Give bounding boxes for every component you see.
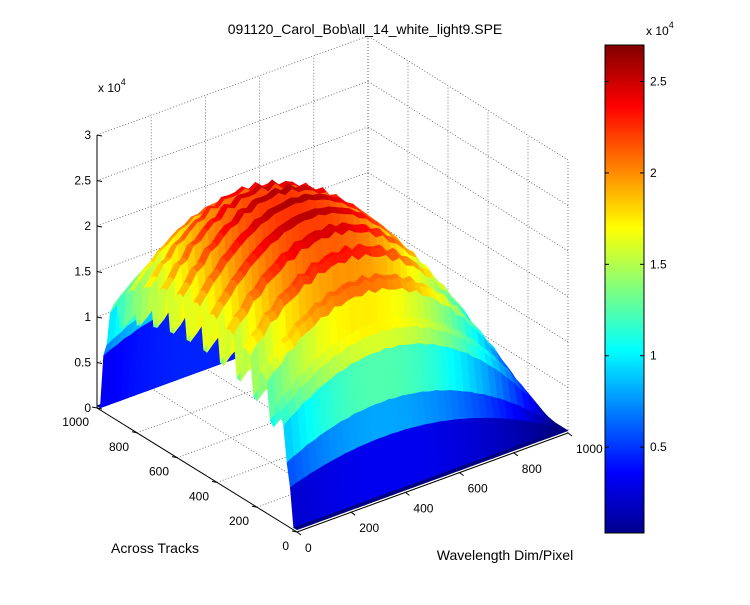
- z-tick-label: 0: [84, 401, 91, 415]
- y-axis-label: Across Tracks: [111, 540, 199, 556]
- z-tick-label: 3: [84, 128, 91, 142]
- colorbar-tick-label: 2.5: [650, 75, 667, 89]
- z-tick-label: 2: [84, 219, 91, 233]
- colorbar-tick-label: 2: [650, 166, 657, 180]
- y-tick-label: 200: [229, 514, 249, 528]
- z-tick-label: 2.5: [74, 174, 91, 188]
- z-tick-label: 1.5: [74, 265, 91, 279]
- x-tick-label: 1000: [576, 442, 603, 456]
- colorbar-tick-label: 0.5: [650, 440, 667, 454]
- colorbar-tick-label: 1.5: [650, 257, 667, 271]
- y-tick-label: 1000: [62, 415, 89, 429]
- x-tick-label: 800: [522, 462, 542, 476]
- colorbar-exponent-label: x 104: [646, 20, 674, 38]
- colorbar: [605, 45, 644, 533]
- z-tick-label: 0.5: [74, 356, 91, 370]
- y-tick-label: 600: [149, 465, 169, 479]
- z-exponent-label: x 104: [98, 77, 126, 95]
- x-axis-label: Wavelength Dim/Pixel: [437, 547, 573, 563]
- x-tick-label: 200: [359, 521, 379, 535]
- y-tick-label: 0: [282, 539, 289, 553]
- x-tick-label: 600: [468, 482, 488, 496]
- colorbar-tick-label: 1: [650, 349, 657, 363]
- x-tick-label: 400: [413, 501, 433, 515]
- y-tick-label: 800: [109, 440, 129, 454]
- x-tick-label: 0: [305, 541, 312, 555]
- chart-title: 091120_Carol_Bob\all_14_white_light9.SPE: [228, 21, 503, 37]
- z-tick-label: 1: [84, 310, 91, 324]
- y-tick-label: 400: [189, 489, 209, 503]
